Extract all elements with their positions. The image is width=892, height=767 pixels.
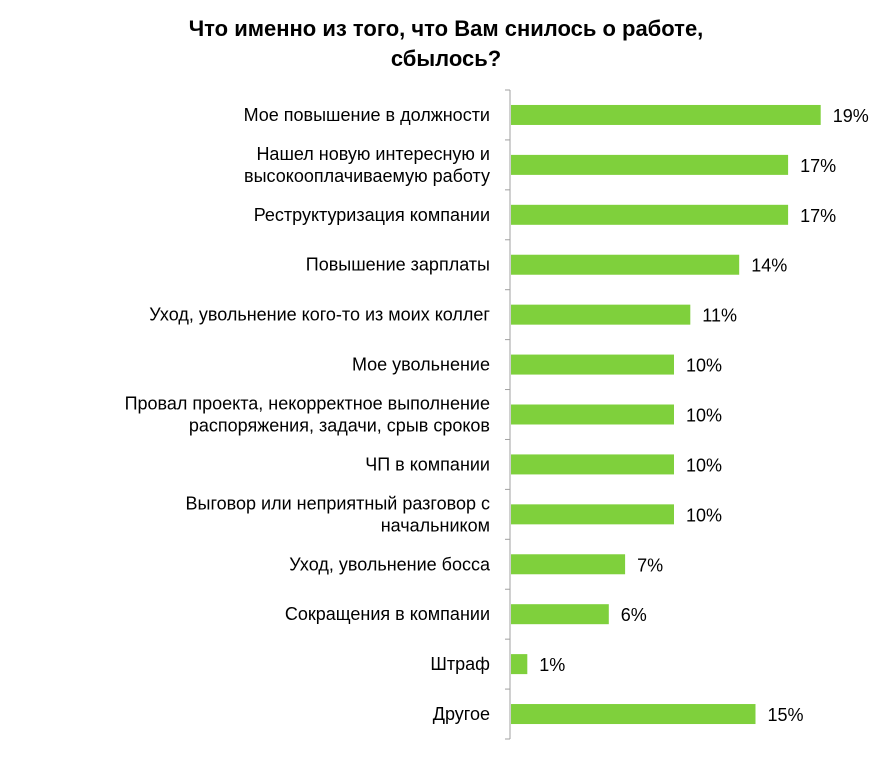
category-label: Сокращения в компании	[285, 604, 490, 624]
bar	[511, 504, 674, 525]
category-label: Уход, увольнение кого-то из моих коллег	[149, 305, 490, 325]
category-label: Нашел новую интересную и	[256, 144, 490, 164]
category-labels: Мое повышение в должности Нашел новую инт…	[125, 105, 491, 724]
value-label: 17%	[800, 206, 836, 226]
bar	[511, 154, 789, 175]
category-label: Другое	[433, 704, 490, 724]
category-label: Выговор или неприятный разговор с	[186, 493, 490, 513]
chart-title: Что именно из того, что Вам снилось о ра…	[0, 14, 892, 74]
value-label: 11%	[702, 306, 737, 326]
category-label: Провал проекта, некорректное выполнение	[125, 394, 490, 414]
bars-group	[511, 104, 821, 725]
value-label: 1%	[539, 655, 565, 675]
category-label: Реструктуризация компании	[254, 205, 490, 225]
category-label: Уход, увольнение босса	[289, 554, 491, 574]
value-label: 6%	[621, 605, 647, 625]
bar	[511, 404, 674, 425]
chart-title-line-2: сбылось?	[390, 46, 502, 71]
category-label: Штраф	[430, 654, 490, 674]
bar	[511, 704, 756, 725]
value-label: 7%	[637, 555, 663, 575]
bar	[511, 204, 789, 225]
value-label: 10%	[686, 406, 722, 426]
bar	[511, 304, 691, 325]
category-label: ЧП в компании	[365, 454, 490, 474]
chart-title-line-1: Что именно из того, что Вам снилось о ра…	[188, 16, 704, 41]
category-label: высокооплачиваемую работу	[244, 166, 490, 186]
category-label: Мое повышение в должности	[244, 105, 490, 125]
bar	[511, 104, 821, 125]
bar	[511, 554, 626, 575]
axis-ticks	[505, 89, 510, 740]
bar	[511, 354, 674, 375]
value-label: 10%	[686, 505, 722, 525]
value-label: 17%	[800, 156, 836, 176]
bar	[511, 654, 528, 675]
category-label: распоряжения, задачи, срыв сроков	[189, 416, 490, 436]
value-label: 14%	[751, 256, 787, 276]
value-label: 10%	[686, 356, 722, 376]
value-label: 10%	[686, 455, 722, 475]
category-label: начальником	[381, 515, 490, 535]
category-label: Мое увольнение	[352, 355, 490, 375]
bar	[511, 454, 674, 475]
category-label: Повышение зарплаты	[306, 255, 490, 275]
value-label: 19%	[833, 106, 869, 126]
value-label: 15%	[768, 705, 804, 725]
bar	[511, 604, 609, 625]
bar	[511, 254, 740, 275]
value-labels: 19% 17% 17% 14% 11% 10% 10% 10% 10% 7% 6% 1% 15%	[539, 106, 868, 725]
